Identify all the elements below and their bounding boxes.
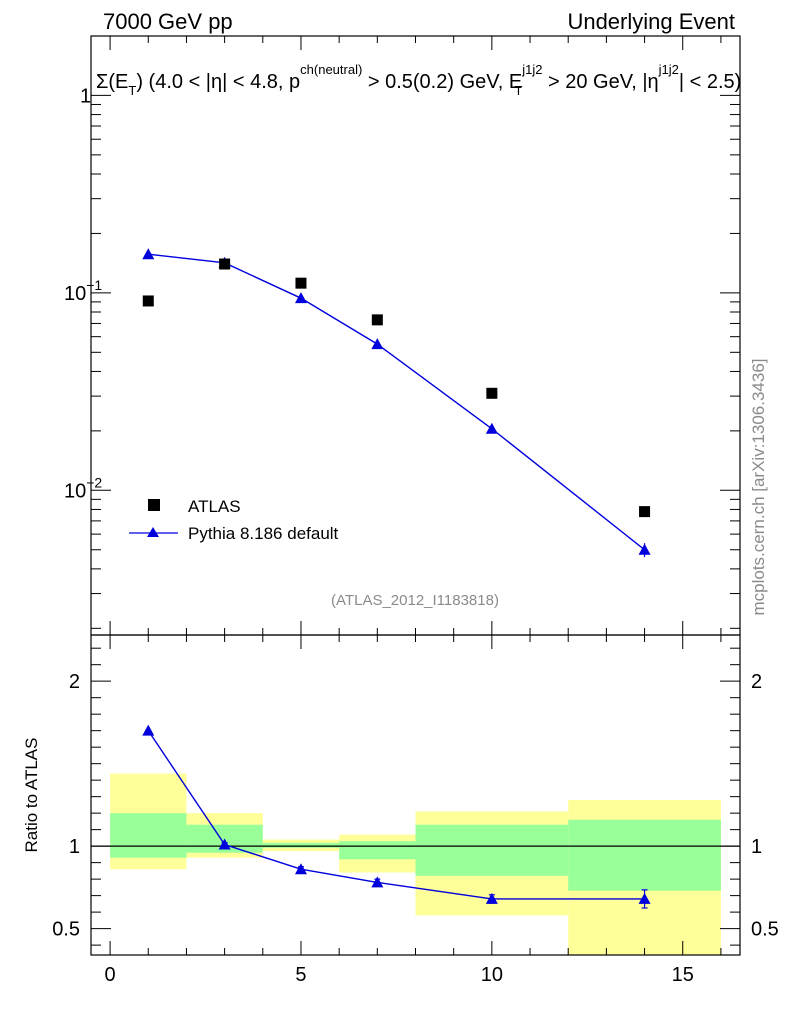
x-tick-label: 0 <box>105 964 116 986</box>
pythia-point <box>294 292 307 304</box>
ratio-y-tick-label-left: 0.5 <box>52 919 80 941</box>
pythia-line <box>148 253 645 551</box>
ratio-pythia-point <box>638 892 651 904</box>
main-y-tick-label: 10−1 <box>64 277 102 305</box>
main-panel: 10−2 10−1 1 <box>64 35 741 636</box>
ratio-pythia-point <box>485 892 498 904</box>
watermark: mcplots.cern.ch [arXiv:1306.3436] <box>749 358 768 615</box>
ratio-pythia-point <box>142 724 155 736</box>
legend-pythia-marker <box>147 527 159 537</box>
main-y-tick-label: 1 <box>80 85 91 107</box>
pythia-point <box>638 543 651 555</box>
ratio-y-tick-label-left: 1 <box>69 836 80 858</box>
x-tick-label: 5 <box>295 964 306 986</box>
legend-pythia-label: Pythia 8.186 default <box>188 524 339 543</box>
ratio-band-inner <box>415 824 569 876</box>
ratio-band-inner <box>110 813 187 858</box>
ratio-band-inner <box>568 819 721 891</box>
x-tick-label: 15 <box>672 964 694 986</box>
ratio-band-inner <box>262 842 340 848</box>
header-left: 7000 GeV pp <box>103 9 233 34</box>
pythia-point <box>485 422 498 434</box>
analysis-id: (ATLAS_2012_I1183818) <box>331 592 499 609</box>
ratio-pythia-point <box>218 838 231 850</box>
ratio-panel: 0.5 0.5 1 1 2 2 0 5 10 15 <box>52 634 779 986</box>
ratio-pythia-line <box>147 730 645 900</box>
atlas-point <box>486 387 498 399</box>
atlas-point <box>295 277 307 289</box>
ratio-band-inner <box>339 841 416 860</box>
pythia-point <box>142 248 155 260</box>
header-right: Underlying Event <box>567 9 735 34</box>
atlas-point <box>639 506 651 518</box>
ratio-y-axis-label: Ratio to ATLAS <box>22 738 41 853</box>
ratio-pythia-point <box>371 876 384 888</box>
pythia-point <box>371 338 384 350</box>
ratio-y-tick-label-right: 2 <box>751 671 762 693</box>
atlas-point <box>142 295 154 307</box>
ratio-y-tick-label-left: 2 <box>69 671 80 693</box>
ratio-y-tick-label-right: 1 <box>751 836 762 858</box>
atlas-point <box>371 314 383 326</box>
legend-atlas-label: ATLAS <box>188 497 241 516</box>
legend-atlas-marker <box>148 499 160 511</box>
main-y-tick-label: 10−2 <box>64 474 102 502</box>
x-tick-label: 10 <box>481 964 503 986</box>
ratio-y-tick-label-right: 0.5 <box>751 919 779 941</box>
observable-label: Σ(ET) (4.0 < |η| < 4.8, pch(neutral) > 0… <box>96 62 741 98</box>
main-frame <box>90 35 741 636</box>
ratio-pythia-point <box>294 863 307 875</box>
atlas-point <box>219 258 231 270</box>
legend: ATLAS Pythia 8.186 default <box>129 497 339 543</box>
